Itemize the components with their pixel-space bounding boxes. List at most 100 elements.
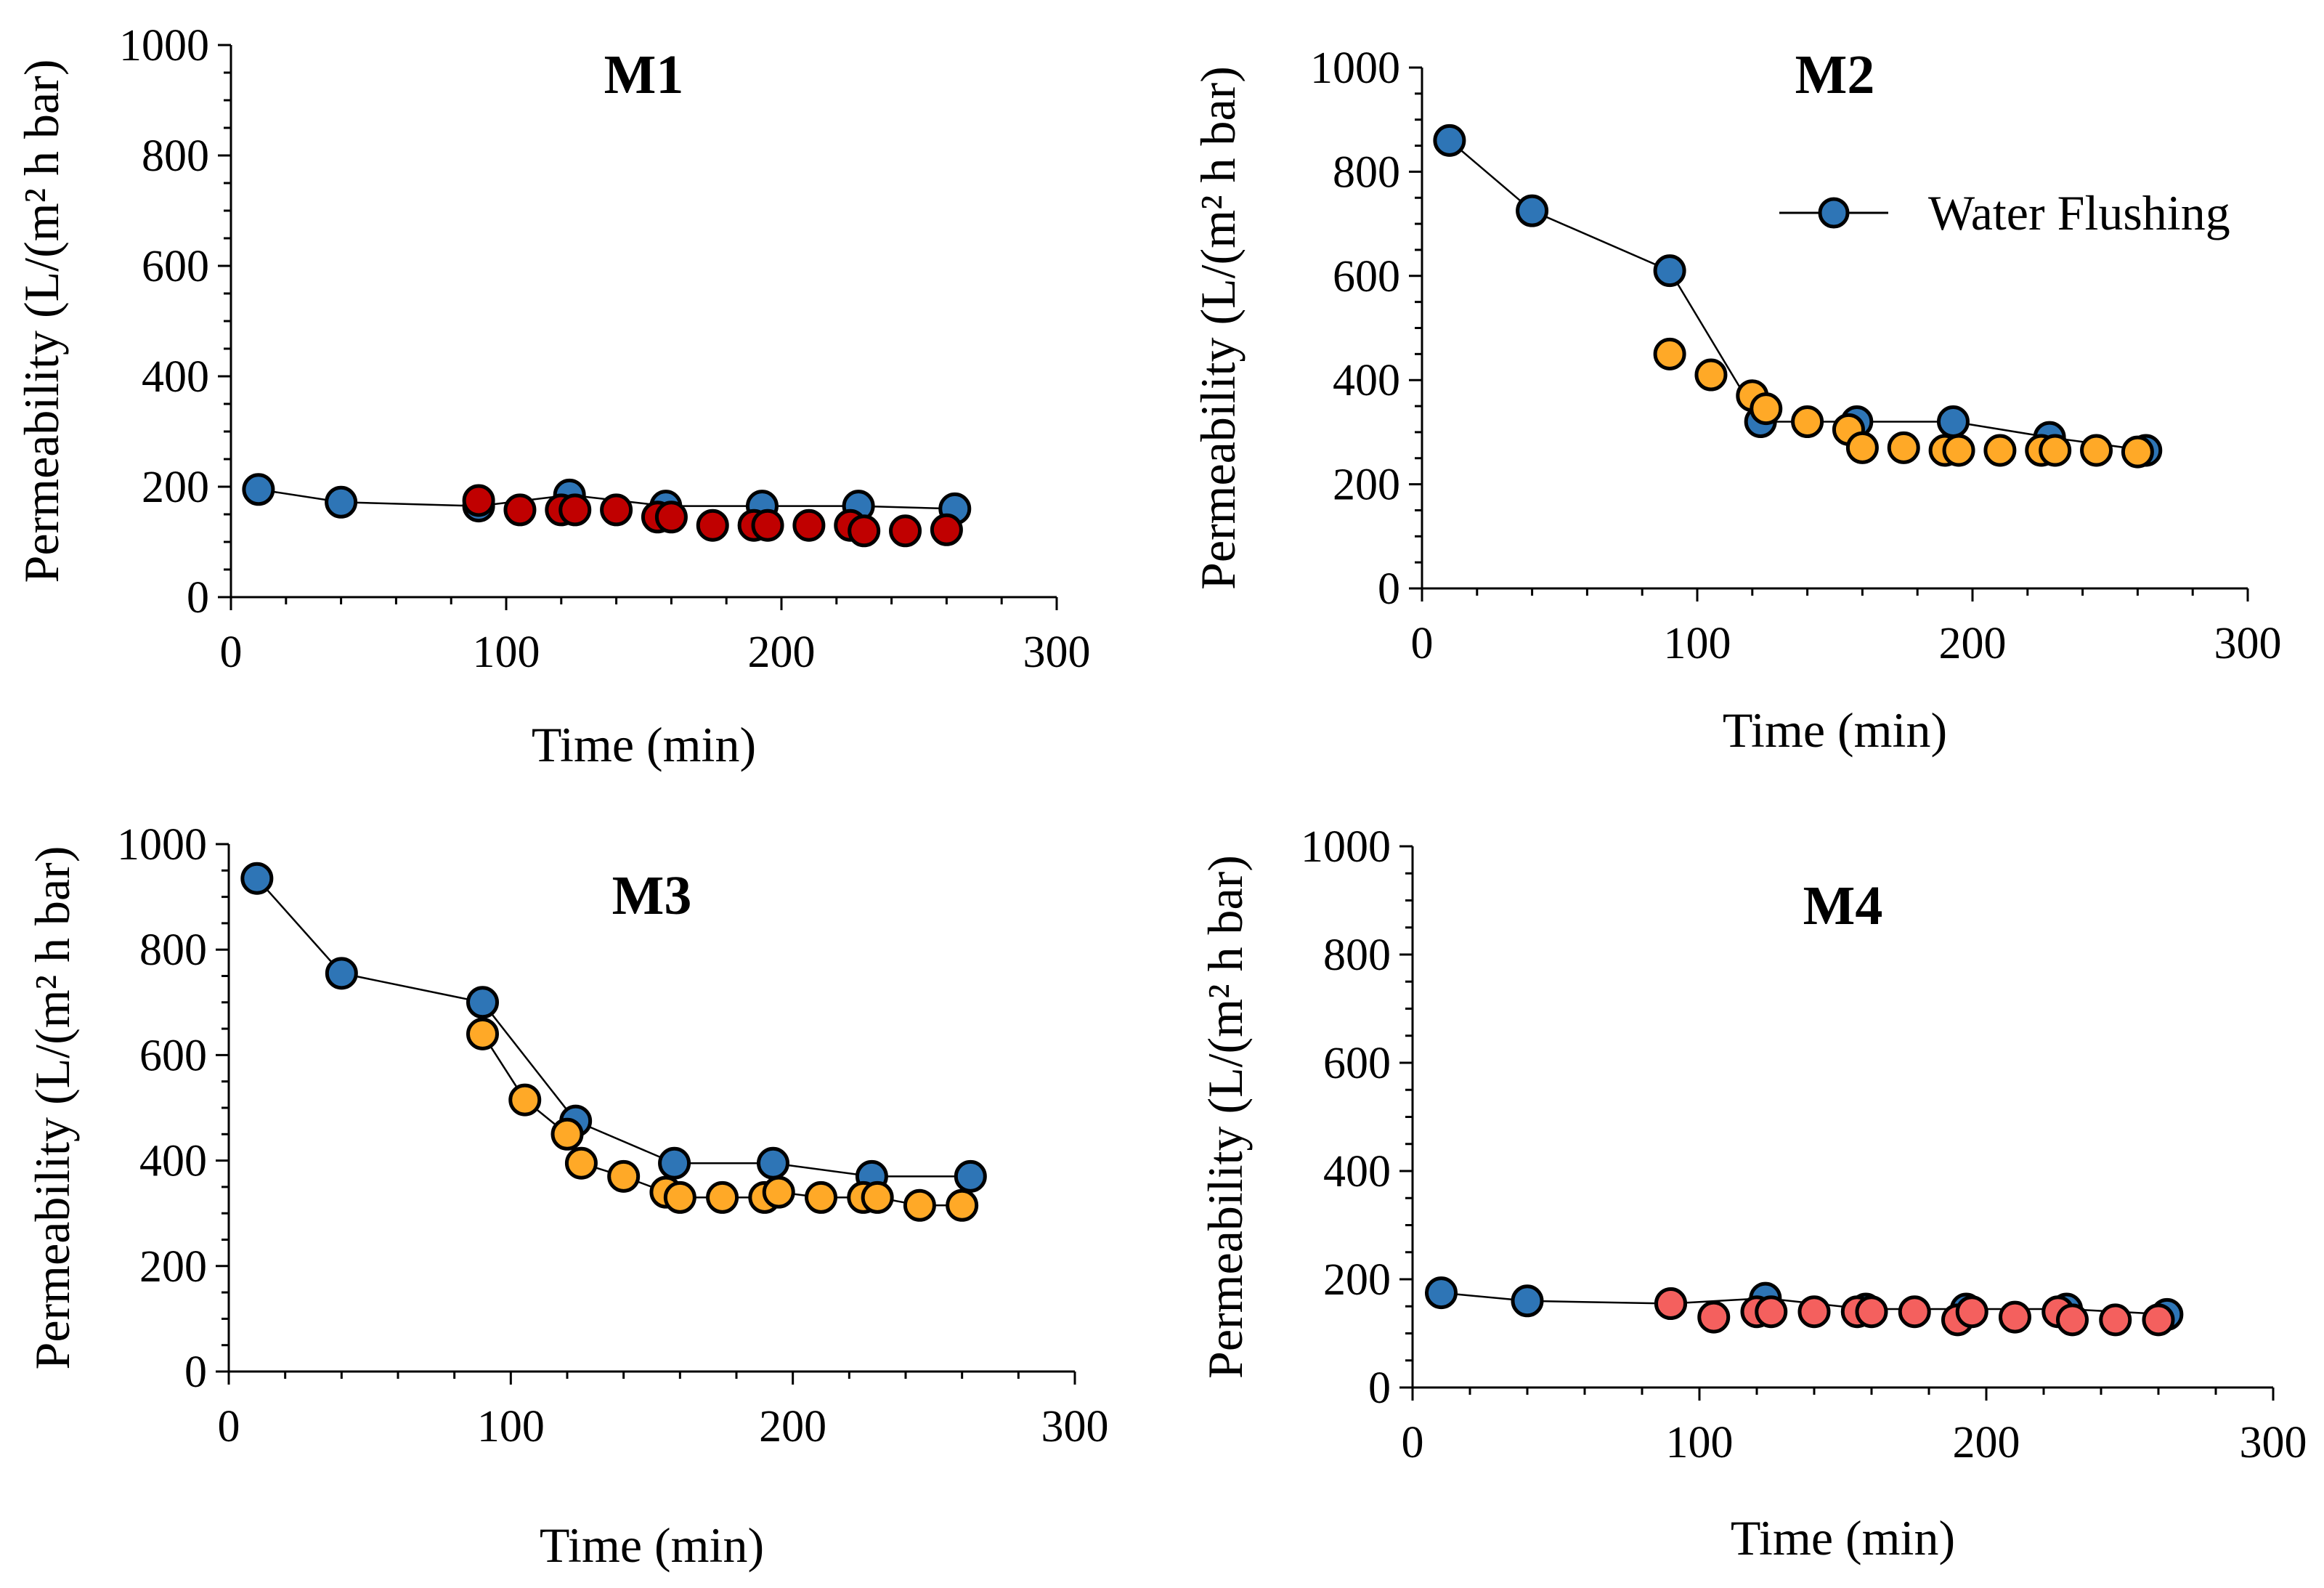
water-flushing-point bbox=[1433, 123, 1466, 157]
water-flushing-point bbox=[325, 485, 358, 519]
y-tick-label: 200 bbox=[139, 1242, 207, 1292]
filtration-point bbox=[2080, 434, 2113, 467]
water-flushing-point bbox=[1653, 254, 1686, 288]
y-tick-label: 800 bbox=[1323, 931, 1391, 980]
filtration-point bbox=[1653, 337, 1686, 370]
filtration-point bbox=[903, 1188, 936, 1222]
panel-m4: 0 200 400 600 800 1000 0 100 200 300 M4 Time (min) P… bbox=[1198, 822, 2307, 1565]
filtration-point bbox=[762, 1175, 795, 1209]
y-tick-label: 400 bbox=[1333, 356, 1400, 405]
water-flushing-point bbox=[954, 1159, 987, 1193]
y-tick-label: 600 bbox=[139, 1031, 207, 1080]
filtration-point bbox=[1755, 1295, 1788, 1329]
filtration-point bbox=[1797, 1295, 1831, 1329]
x-axis-label: Time (min) bbox=[1723, 702, 1947, 758]
x-tick-label: 200 bbox=[759, 1402, 826, 1451]
y-tick-label: 200 bbox=[1323, 1255, 1391, 1305]
filtration-point bbox=[2121, 435, 2154, 469]
chart-title: M3 bbox=[612, 865, 692, 926]
filtration-point bbox=[751, 509, 784, 542]
filtration-point bbox=[2099, 1303, 2132, 1337]
filtration-point bbox=[1750, 392, 1783, 426]
filtration-point bbox=[1791, 405, 1824, 439]
filtration-point bbox=[663, 1180, 696, 1214]
y-tick-label: 0 bbox=[187, 573, 209, 623]
filtration-point bbox=[1694, 358, 1728, 392]
x-tick-label: 200 bbox=[1939, 619, 2007, 668]
y-tick-label: 600 bbox=[1333, 252, 1400, 301]
y-tick-label: 1000 bbox=[117, 820, 207, 870]
filtration-point bbox=[564, 1146, 598, 1180]
water-flushing-point bbox=[1516, 194, 1549, 227]
series-line bbox=[482, 1033, 962, 1207]
y-tick-label: 400 bbox=[139, 1137, 207, 1186]
filtration-point bbox=[706, 1180, 739, 1214]
y-tick-label: 400 bbox=[1323, 1147, 1391, 1196]
y-tick-label: 400 bbox=[142, 352, 209, 402]
x-tick-label: 300 bbox=[1041, 1402, 1109, 1451]
chart-title: M4 bbox=[1803, 875, 1883, 936]
water-flushing-point bbox=[242, 473, 275, 506]
filtration-point bbox=[889, 514, 922, 548]
x-tick-label: 100 bbox=[473, 628, 540, 677]
series-line bbox=[256, 878, 971, 1178]
filtration-point bbox=[1887, 431, 1920, 464]
water-flushing-point bbox=[1511, 1284, 1544, 1318]
filtration-point bbox=[462, 484, 495, 517]
water-flushing-point bbox=[756, 1146, 789, 1180]
x-axis-label: Time (min) bbox=[532, 717, 756, 772]
filtration-point bbox=[2039, 434, 2072, 467]
water-flushing-point bbox=[466, 986, 499, 1019]
x-axis-label: Time (min) bbox=[1731, 1510, 1955, 1565]
filtration-point bbox=[1955, 1295, 1988, 1329]
y-tick-label: 600 bbox=[142, 242, 209, 291]
filtration-point bbox=[1999, 1300, 2031, 1334]
y-tick-label: 800 bbox=[139, 925, 207, 975]
y-tick-label: 0 bbox=[184, 1348, 207, 1397]
x-tick-label: 0 bbox=[218, 1402, 240, 1451]
filtration-point bbox=[654, 501, 688, 534]
y-tick-label: 0 bbox=[1378, 564, 1400, 614]
filtration-point bbox=[508, 1083, 542, 1117]
x-tick-label: 300 bbox=[2214, 619, 2282, 668]
filtration-point bbox=[1898, 1295, 1931, 1329]
filtration-point bbox=[558, 493, 592, 527]
y-tick-label: 200 bbox=[142, 463, 209, 512]
legend-marker bbox=[1818, 197, 1850, 229]
filtration-point bbox=[861, 1180, 894, 1214]
legend: Water Flushing bbox=[1779, 185, 2230, 240]
filtration-point bbox=[1983, 434, 2017, 467]
x-axis-label: Time (min) bbox=[540, 1518, 764, 1573]
x-tick-label: 200 bbox=[748, 628, 816, 677]
y-axis-label: Permeability (L/(m² h bar) bbox=[14, 60, 69, 583]
water-flushing-point bbox=[658, 1146, 691, 1180]
x-tick-label: 0 bbox=[1411, 619, 1434, 668]
x-tick-label: 100 bbox=[1666, 1418, 1734, 1467]
filtration-point bbox=[600, 493, 633, 527]
y-tick-label: 200 bbox=[1333, 461, 1400, 510]
filtration-point bbox=[1697, 1300, 1731, 1334]
y-tick-label: 1000 bbox=[1310, 44, 1400, 93]
filtration-point bbox=[848, 514, 881, 548]
x-tick-label: 100 bbox=[1664, 619, 1731, 668]
water-flushing-point bbox=[325, 957, 358, 990]
y-tick-label: 1000 bbox=[119, 21, 209, 70]
water-flushing-point bbox=[1425, 1276, 1458, 1310]
filtration-point bbox=[1845, 431, 1879, 464]
filtration-point bbox=[2142, 1303, 2175, 1337]
panel-m1: 0 200 400 600 800 1000 0 100 200 300 M1 Time (min) P… bbox=[14, 21, 1091, 772]
y-tick-label: 800 bbox=[142, 131, 209, 181]
x-tick-label: 0 bbox=[220, 628, 243, 677]
chart-title: M2 bbox=[1795, 44, 1875, 105]
x-tick-label: 300 bbox=[2240, 1418, 2307, 1467]
filtration-point bbox=[930, 513, 963, 546]
y-tick-label: 0 bbox=[1368, 1364, 1391, 1413]
filtration-point bbox=[696, 509, 729, 542]
filtration-point bbox=[792, 509, 826, 542]
y-tick-label: 1000 bbox=[1301, 822, 1391, 872]
y-tick-label: 800 bbox=[1333, 147, 1400, 197]
filtration-point bbox=[1942, 434, 1975, 467]
filtration-point bbox=[466, 1017, 499, 1050]
y-axis-label: Permeability (L/(m² h bar) bbox=[1198, 855, 1253, 1379]
panel-m3: 0 200 400 600 800 1000 0 100 200 300 M3 Time (min) P… bbox=[25, 820, 1109, 1573]
